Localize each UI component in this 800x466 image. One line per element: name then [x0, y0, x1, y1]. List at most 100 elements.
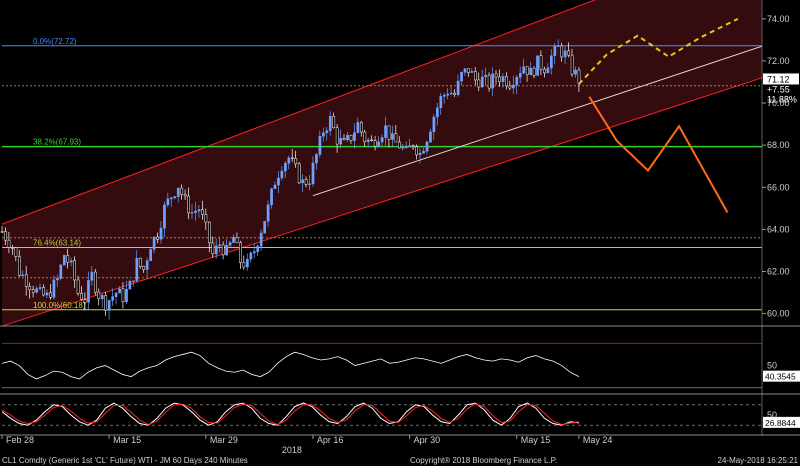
candle-body: [404, 146, 408, 149]
candle-body: [401, 147, 405, 149]
candle-body: [494, 73, 498, 78]
candle-body: [166, 198, 170, 206]
y-tick-label: 60.00: [767, 309, 790, 319]
candle-body: [284, 162, 287, 172]
candle-body: [553, 45, 557, 57]
timestamp: 24-May-2018 16:25:21: [718, 456, 799, 465]
candle-body: [328, 116, 332, 131]
candle-body: [180, 187, 184, 195]
candle-body: [439, 96, 443, 109]
candle-body: [163, 204, 166, 229]
y-tick-label: 64.00: [767, 224, 790, 234]
candle-body: [442, 94, 446, 97]
candle-body: [398, 141, 401, 149]
candle-body: [411, 145, 415, 148]
candle-body: [574, 69, 577, 75]
candle-body: [505, 76, 508, 87]
candle-body: [194, 210, 197, 213]
candle-body: [128, 281, 132, 290]
candle-body: [277, 177, 280, 186]
candle-body: [525, 66, 529, 76]
candle-body: [315, 154, 318, 164]
candle-body: [197, 209, 201, 212]
candle-body: [135, 257, 139, 282]
candle-body: [204, 214, 208, 223]
candle-body: [111, 296, 114, 301]
candle-body: [38, 287, 42, 289]
candle-body: [183, 194, 187, 197]
fib-level-label: 100.0%(60.18): [33, 301, 86, 310]
stochastic-panel: [1, 402, 762, 426]
candle-body: [90, 271, 94, 281]
candle-body: [480, 76, 484, 88]
candle-body: [373, 140, 377, 147]
candle-body: [308, 183, 311, 185]
candle-body: [501, 76, 505, 82]
candle-body: [221, 244, 225, 256]
candle-body: [259, 232, 263, 247]
candle-body: [536, 55, 539, 76]
candle-body: [80, 293, 83, 300]
candle-body: [214, 245, 218, 255]
candle-body: [353, 132, 356, 141]
candle-body: [449, 92, 453, 95]
price-panel: 0.0%(72.72) 38.2%(67.93) 76.4%(63.14) 100.0…: [0, 0, 763, 327]
candle-body: [429, 131, 432, 143]
candle-body: [208, 221, 211, 244]
candle-body: [512, 84, 515, 89]
candle-body: [550, 55, 553, 69]
candle-body: [425, 141, 429, 152]
candle-body: [69, 260, 73, 263]
stoch-value-label: 26.8844: [765, 418, 796, 428]
candle-body: [543, 68, 546, 74]
candle-body: [62, 255, 66, 266]
candle-body: [322, 132, 325, 137]
candle-body: [97, 291, 101, 300]
candle-body: [460, 72, 463, 82]
candle-body: [190, 212, 194, 214]
candle-body: [391, 133, 394, 140]
candle-body: [125, 288, 128, 303]
x-tick-label: Mar 29: [210, 435, 238, 445]
candle-body: [176, 187, 180, 197]
candle-body: [532, 67, 536, 76]
candle-body: [456, 80, 460, 95]
candle-body: [463, 68, 467, 73]
candle-body: [94, 271, 97, 293]
candle-body: [138, 257, 142, 267]
candle-body: [87, 280, 90, 303]
rsi-tick-label: 50: [767, 361, 777, 371]
candle-body: [280, 170, 284, 179]
candle-body: [156, 236, 159, 240]
candle-body: [287, 157, 291, 164]
candle-body: [346, 134, 349, 141]
candle-body: [474, 71, 477, 81]
projection-dashed-line: [578, 17, 739, 85]
candle-body: [18, 256, 21, 276]
candle-body: [31, 289, 35, 293]
candle-body: [304, 179, 308, 185]
candle-body: [408, 145, 412, 148]
y-tick-label: 74.00: [767, 14, 790, 24]
candle-body: [228, 242, 232, 246]
last-price-box: [763, 73, 799, 85]
change-label: +7.55: [767, 84, 790, 94]
year-label: 2018: [282, 445, 302, 455]
candle-body: [563, 50, 567, 58]
candle-body: [294, 158, 298, 165]
candle-body: [484, 74, 488, 78]
candle-body: [76, 279, 80, 294]
candle-body: [159, 227, 163, 240]
candle-body: [339, 138, 342, 145]
fib-level-label: 38.2%(67.93): [33, 138, 81, 147]
candle-body: [415, 146, 418, 156]
candle-body: [59, 264, 63, 279]
candle-body: [377, 141, 380, 147]
rsi-value-label: 40.3545: [765, 372, 796, 382]
candle-body: [52, 279, 56, 298]
candle-body: [332, 116, 336, 128]
candle-body: [256, 245, 260, 252]
candle-body: [73, 260, 76, 281]
